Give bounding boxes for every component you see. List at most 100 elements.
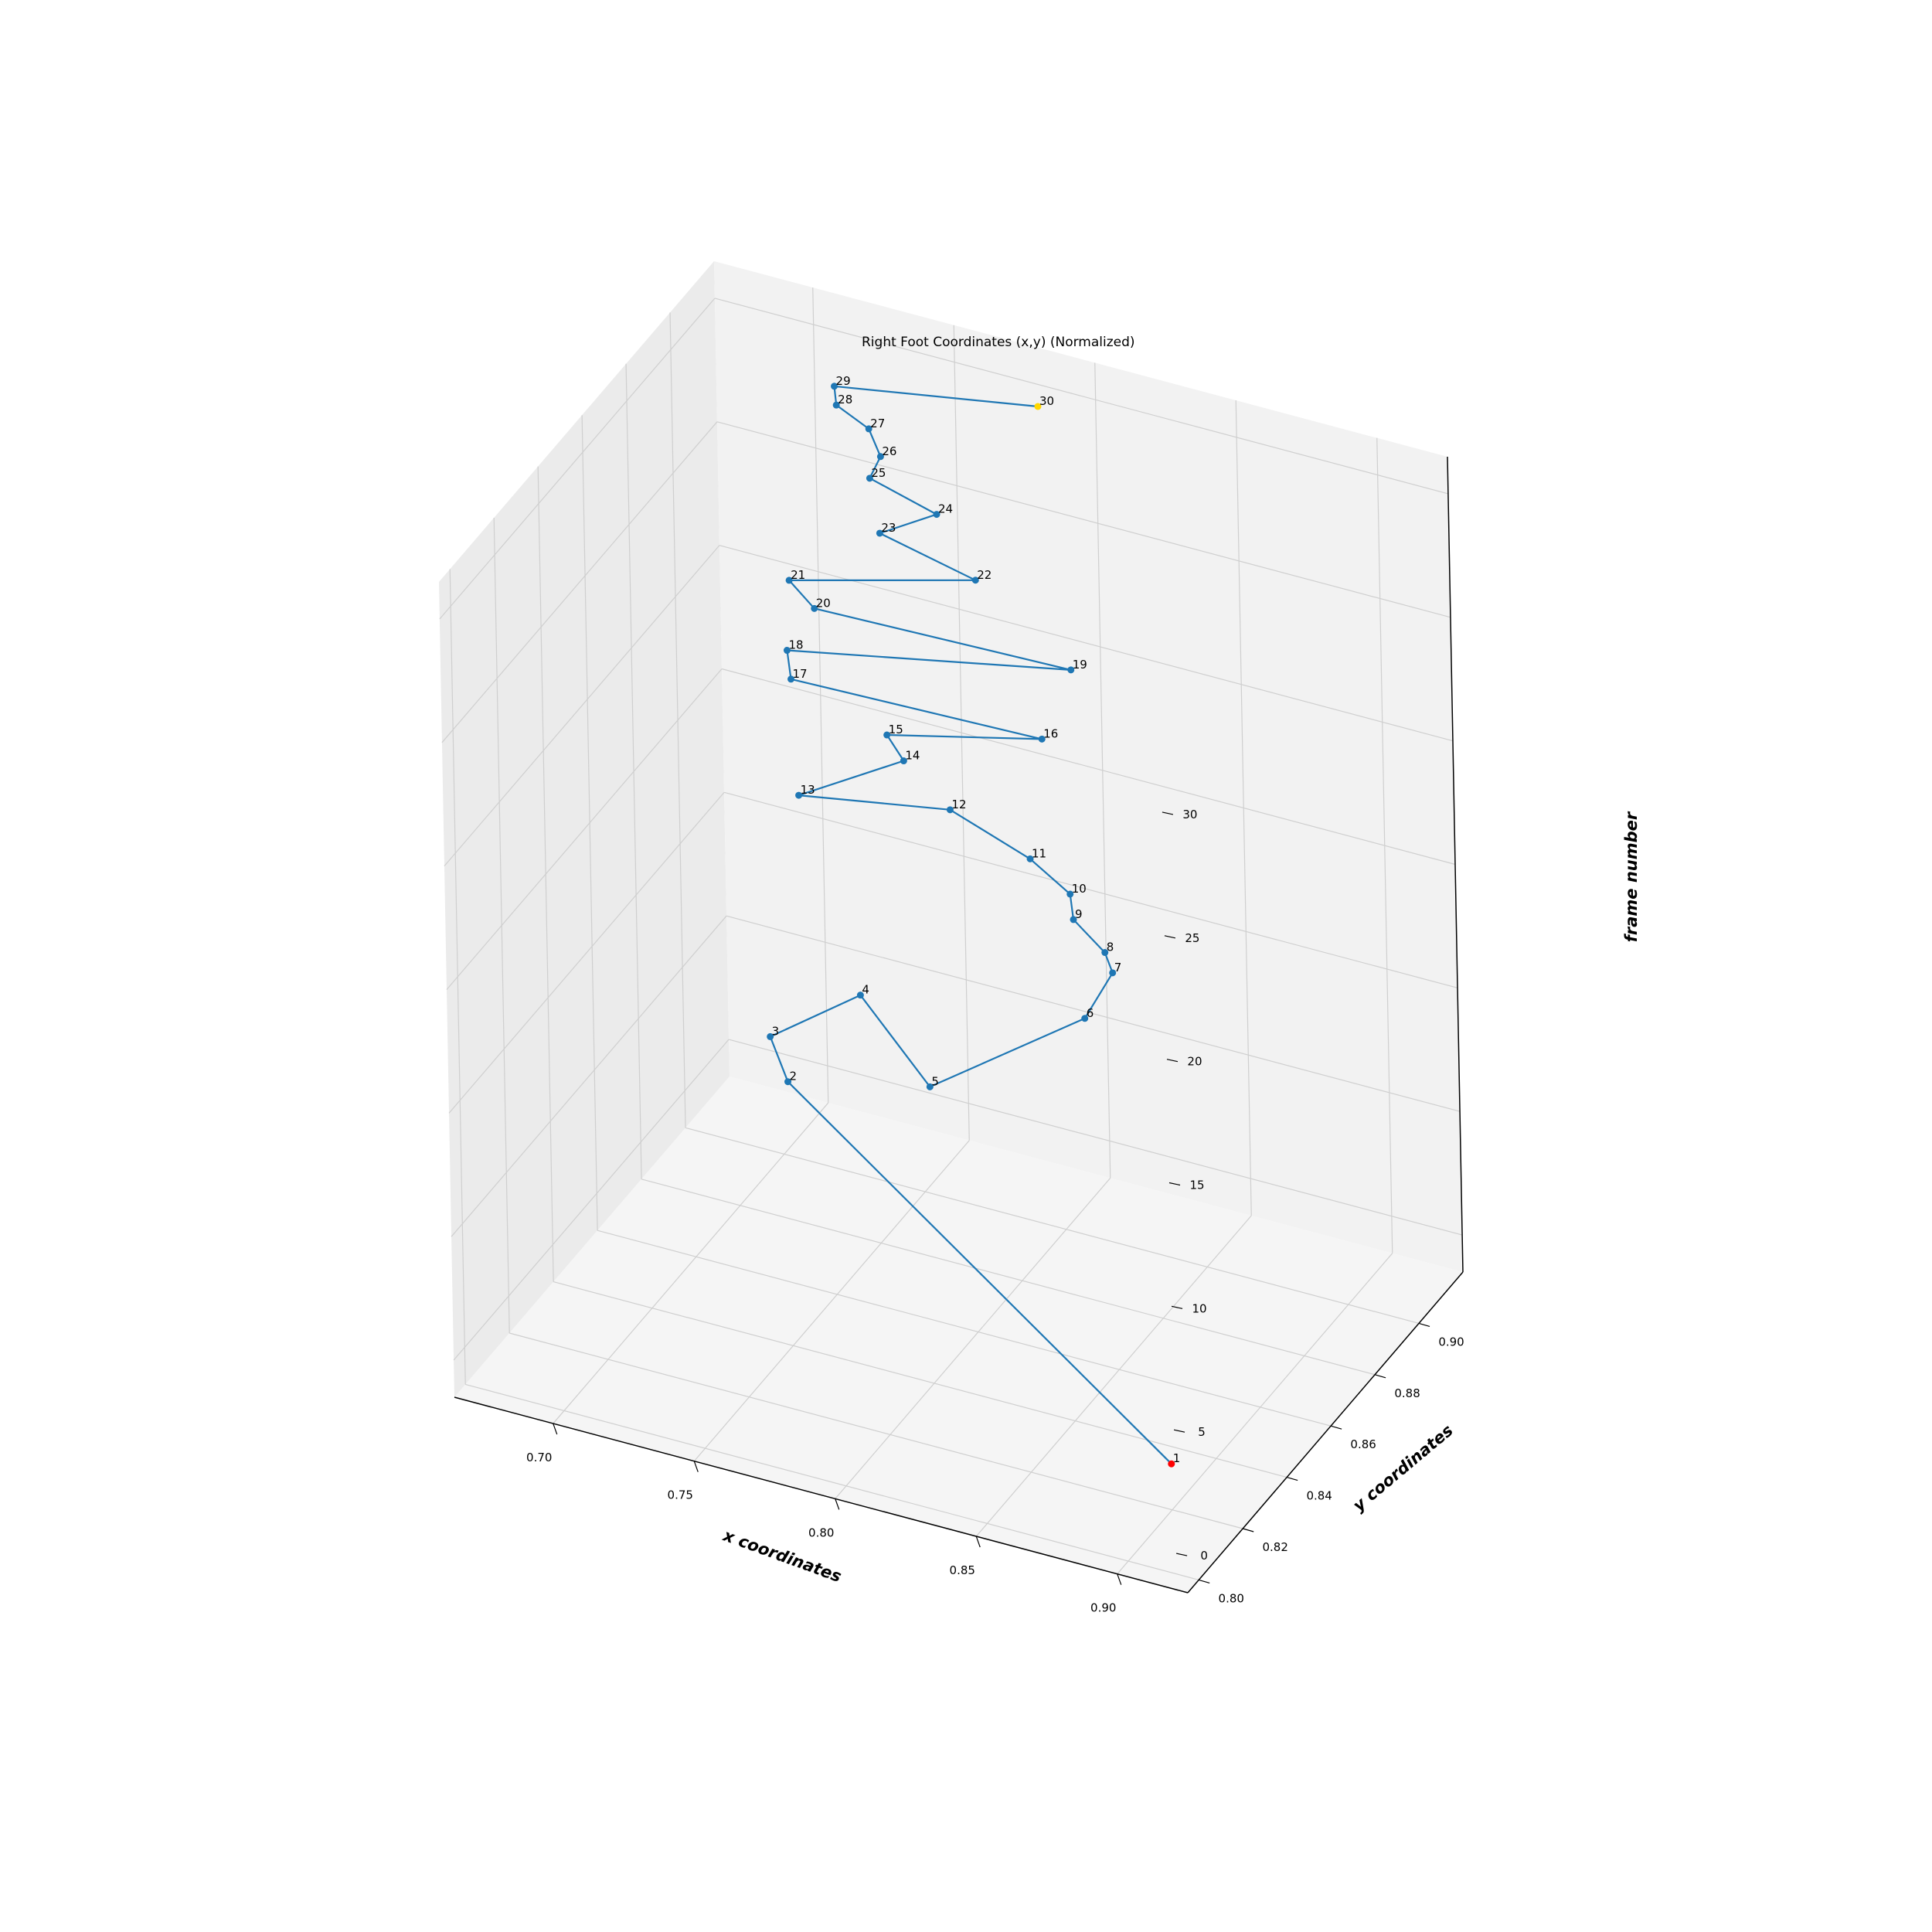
data-point <box>876 453 884 461</box>
z-gridline-back <box>728 1039 1463 1236</box>
y-gridline-floor <box>553 1281 1287 1478</box>
z-tick <box>1168 1182 1181 1186</box>
data-point <box>787 675 795 683</box>
data-point-label: 11 <box>1032 846 1046 860</box>
data-point <box>1034 403 1042 410</box>
data-point-label: 13 <box>801 783 815 797</box>
data-point <box>1168 1460 1175 1468</box>
y-gridline-floor <box>685 1127 1420 1324</box>
y-gridline-floor <box>509 1332 1243 1529</box>
y-axis-title: y coordinates <box>1349 1421 1457 1515</box>
data-point-label: 27 <box>870 417 885 430</box>
z-axis-title: frame number <box>1622 811 1641 942</box>
trajectory-line <box>769 385 1172 1464</box>
data-point-label: 29 <box>836 374 851 388</box>
data-point <box>883 731 891 739</box>
data-point <box>783 647 791 655</box>
z-gridline-side <box>451 915 727 1237</box>
data-point <box>832 401 840 409</box>
z-gridline-side <box>439 298 716 620</box>
data-point <box>926 1083 934 1090</box>
data-point <box>856 992 864 999</box>
data-point <box>1109 969 1117 977</box>
z-gridline-back <box>714 298 1449 495</box>
data-point <box>831 383 838 390</box>
data-point <box>795 791 803 799</box>
z-axis-line <box>1447 456 1464 1273</box>
data-point-label: 12 <box>951 798 966 811</box>
z-gridline-back <box>719 545 1454 742</box>
z-tick-label: 20 <box>1187 1055 1202 1069</box>
data-point <box>1026 855 1034 862</box>
data-point-label: 17 <box>793 667 808 681</box>
y-tick-label: 0.86 <box>1350 1437 1376 1451</box>
z-gridline-back <box>723 791 1458 988</box>
z-gridline-side <box>441 421 718 743</box>
data-point <box>1081 1015 1089 1022</box>
z-tick-label: 0 <box>1200 1549 1208 1563</box>
y-tick <box>1418 1322 1430 1327</box>
data-point-label: 3 <box>772 1024 780 1038</box>
x-gridline-floor <box>1117 1253 1393 1575</box>
z-gridline-side <box>446 668 723 990</box>
z-tick <box>1164 935 1176 939</box>
y-gridline-floor <box>641 1179 1376 1376</box>
z-gridline-side <box>448 791 725 1114</box>
data-point <box>767 1032 774 1040</box>
x-tick <box>553 1423 558 1435</box>
data-point <box>1070 916 1077 923</box>
data-point-label: 21 <box>791 568 805 582</box>
z-tick-label: 25 <box>1185 931 1199 945</box>
data-point-label: 22 <box>977 568 992 582</box>
x-gridline-floor <box>835 1177 1111 1499</box>
x-gridline-floor <box>693 1140 970 1462</box>
chart-title: Right Foot Coordinates (x,y) (Normalized… <box>862 335 1135 350</box>
data-point-label: 5 <box>931 1074 939 1088</box>
data-point-label: 1 <box>1173 1451 1181 1465</box>
data-point <box>900 757 907 765</box>
data-point <box>946 806 954 814</box>
data-point <box>1038 735 1046 743</box>
z-tick-label: 30 <box>1182 808 1197 821</box>
y-tick-label: 0.84 <box>1306 1489 1332 1503</box>
z-tick <box>1166 1059 1179 1063</box>
x-tick-label: 0.90 <box>1090 1601 1116 1615</box>
z-tick-label: 10 <box>1192 1301 1206 1315</box>
data-point <box>811 604 818 612</box>
data-point <box>785 577 793 584</box>
z-tick <box>1173 1429 1185 1433</box>
z-tick <box>1175 1553 1188 1556</box>
z-gridline-side <box>444 545 720 867</box>
data-point-label: 4 <box>862 983 869 997</box>
z-gridline-back <box>721 668 1456 866</box>
z-tick <box>1171 1305 1183 1309</box>
y-tick <box>1330 1425 1342 1430</box>
y-axis-line <box>1187 1271 1464 1594</box>
data-point <box>1101 949 1109 957</box>
data-point <box>866 474 873 482</box>
data-point-label: 2 <box>790 1070 798 1083</box>
x-tick <box>1117 1573 1122 1585</box>
data-point-label: 23 <box>881 521 896 535</box>
x-tick-label: 0.70 <box>526 1451 552 1464</box>
grid-lines <box>439 287 1463 1580</box>
data-point <box>784 1078 792 1086</box>
z-tick-label: 5 <box>1198 1425 1206 1439</box>
z-tick-label: 15 <box>1189 1179 1204 1192</box>
data-point-label: 10 <box>1072 882 1087 896</box>
y-tick-label: 0.90 <box>1438 1335 1464 1349</box>
x-tick-label: 0.80 <box>808 1526 834 1539</box>
y-tick <box>1243 1528 1254 1532</box>
floor-pane <box>454 1077 1463 1593</box>
z-gridline-side <box>453 1039 730 1361</box>
data-point-label: 18 <box>788 638 803 652</box>
y-gridline-floor <box>465 1383 1199 1580</box>
y-tick <box>1374 1374 1386 1379</box>
data-point-label: 15 <box>889 723 903 736</box>
z-gridline-back <box>716 421 1451 618</box>
data-point <box>1067 666 1075 674</box>
y-tick-label: 0.88 <box>1394 1386 1420 1400</box>
data-point-label: 28 <box>838 393 852 406</box>
data-point-label: 25 <box>871 466 886 480</box>
